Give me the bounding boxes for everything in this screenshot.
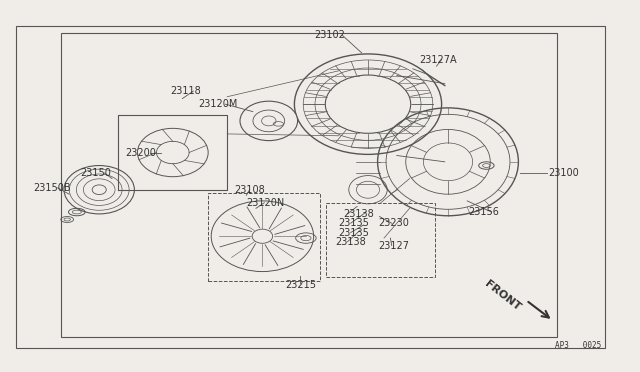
Text: 23100: 23100 bbox=[548, 168, 579, 178]
Text: 23135: 23135 bbox=[339, 218, 369, 228]
Text: 23108: 23108 bbox=[234, 185, 265, 195]
Text: 23127A: 23127A bbox=[420, 55, 457, 64]
Text: 23150: 23150 bbox=[81, 168, 111, 178]
Text: 23120M: 23120M bbox=[198, 99, 237, 109]
Text: 23127: 23127 bbox=[378, 241, 409, 250]
Text: 23215: 23215 bbox=[285, 280, 316, 289]
Text: 23118: 23118 bbox=[170, 86, 201, 96]
Text: 23138: 23138 bbox=[343, 209, 374, 219]
Bar bbox=[16, 26, 605, 348]
Text: FRONT: FRONT bbox=[483, 279, 522, 313]
Text: AP3   0025: AP3 0025 bbox=[556, 341, 602, 350]
Text: 23156: 23156 bbox=[468, 207, 499, 217]
Text: 23102: 23102 bbox=[314, 31, 345, 40]
Bar bbox=[61, 33, 557, 337]
Bar bbox=[326, 203, 435, 277]
Text: 23138: 23138 bbox=[335, 237, 366, 247]
Text: 23150B: 23150B bbox=[34, 183, 71, 193]
Text: 23200: 23200 bbox=[125, 148, 156, 157]
Ellipse shape bbox=[240, 101, 298, 141]
Text: 23120N: 23120N bbox=[246, 198, 285, 208]
Bar bbox=[208, 193, 320, 281]
Text: 23135: 23135 bbox=[339, 228, 369, 237]
Text: 23230: 23230 bbox=[378, 218, 409, 228]
